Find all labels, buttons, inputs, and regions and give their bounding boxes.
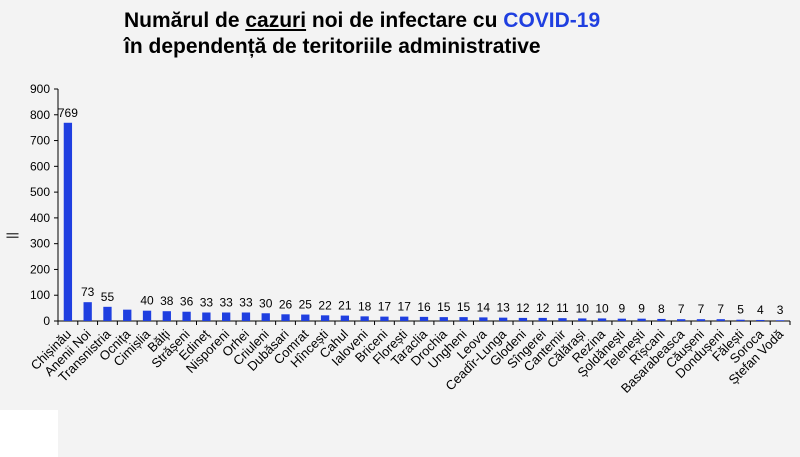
- data-label: 22: [318, 298, 332, 312]
- data-label: 33: [200, 295, 214, 309]
- bar: [775, 320, 785, 321]
- axes: 0 100 200 300 400 500 600 700 800 900: [30, 82, 791, 328]
- data-label: 8: [658, 302, 665, 316]
- data-label: 3: [777, 303, 784, 317]
- data-label: 38: [160, 294, 174, 308]
- title-highlight: COVID-19: [503, 9, 601, 32]
- data-label: 33: [239, 295, 253, 309]
- title-text-a: Numărul de: [124, 9, 246, 32]
- bar: [182, 311, 191, 321]
- data-label: 14: [477, 300, 491, 314]
- data-label: 26: [279, 297, 293, 311]
- chart-title: Numărul de cazuri noi de infectare cu CO…: [124, 8, 600, 60]
- bar: [400, 316, 409, 321]
- bar: [202, 312, 211, 321]
- data-label: 5: [737, 303, 744, 317]
- data-label: 12: [536, 301, 550, 315]
- bar: [597, 318, 607, 321]
- data-label: 73: [81, 285, 95, 299]
- data-label: 18: [358, 299, 372, 313]
- y-tick-label: 400: [30, 211, 50, 225]
- bar: [103, 306, 112, 321]
- bar: [459, 317, 468, 321]
- bar: [162, 311, 171, 321]
- bar: [518, 317, 528, 321]
- bar: [657, 318, 666, 321]
- bar: [558, 318, 567, 321]
- bar: [736, 319, 745, 321]
- bar: [261, 313, 270, 321]
- data-label: 10: [595, 301, 609, 315]
- y-tick-label: 500: [30, 185, 50, 199]
- bar: [578, 318, 587, 321]
- data-label: 16: [417, 300, 431, 314]
- data-label: 17: [398, 300, 412, 314]
- bar: [360, 316, 369, 321]
- bar: [222, 312, 231, 321]
- bar: [756, 319, 765, 321]
- data-label: 11: [556, 301, 569, 315]
- bar: [637, 318, 646, 321]
- data-label: 36: [180, 295, 194, 309]
- data-label: 7: [678, 302, 685, 316]
- bar: [380, 316, 389, 321]
- bar: [439, 317, 448, 321]
- bar: [479, 317, 488, 321]
- bar: [617, 318, 626, 321]
- y-tick-label: 300: [30, 237, 50, 251]
- bar: [677, 319, 686, 321]
- data-label: 9: [638, 302, 645, 316]
- bar: [716, 319, 725, 321]
- data-label: 17: [378, 300, 392, 314]
- data-label: 769: [58, 106, 78, 120]
- bar: [538, 317, 547, 321]
- corner-box: [0, 410, 58, 457]
- bar: [340, 315, 350, 321]
- data-label: 25: [299, 298, 313, 312]
- bar: [63, 122, 73, 321]
- title-text-c: noi de infectare cu: [306, 9, 504, 32]
- y-tick-label: 800: [30, 108, 50, 122]
- bar: [696, 319, 706, 321]
- bar: [498, 317, 508, 321]
- y-tick-label: 900: [30, 82, 50, 96]
- bar: [241, 312, 251, 321]
- data-label: 33: [219, 295, 233, 309]
- bar: [419, 316, 429, 321]
- y-tick-label: 700: [30, 134, 50, 148]
- data-label: 15: [457, 300, 471, 314]
- title-text-b: cazuri: [245, 9, 307, 32]
- data-label: 10: [576, 301, 590, 315]
- title-line-1: Numărul de cazuri noi de infectare cu CO…: [124, 8, 600, 34]
- y-tick-label: 200: [30, 262, 50, 276]
- data-label: 55: [101, 290, 115, 304]
- bar: [123, 309, 132, 321]
- bars: [63, 122, 785, 321]
- data-label: 15: [437, 300, 451, 314]
- data-label: 7: [717, 302, 724, 316]
- bar: [83, 302, 92, 321]
- data-label: 21: [338, 299, 352, 313]
- data-label: 13: [496, 301, 510, 315]
- bar: [320, 315, 330, 321]
- bar: [142, 310, 152, 321]
- title-line-2: în dependență de teritoriile administrat…: [124, 35, 541, 58]
- y-tick-label: 600: [30, 159, 50, 173]
- data-label: 30: [259, 296, 273, 310]
- data-label: 7: [698, 302, 705, 316]
- bar: [281, 314, 290, 321]
- data-label: 4: [757, 303, 764, 317]
- y-tick-label: 100: [30, 288, 50, 302]
- data-label: 12: [516, 301, 530, 315]
- y-tick-label: 0: [43, 314, 50, 328]
- bar: [301, 314, 310, 321]
- data-label: 40: [140, 294, 154, 308]
- data-label: 9: [618, 302, 625, 316]
